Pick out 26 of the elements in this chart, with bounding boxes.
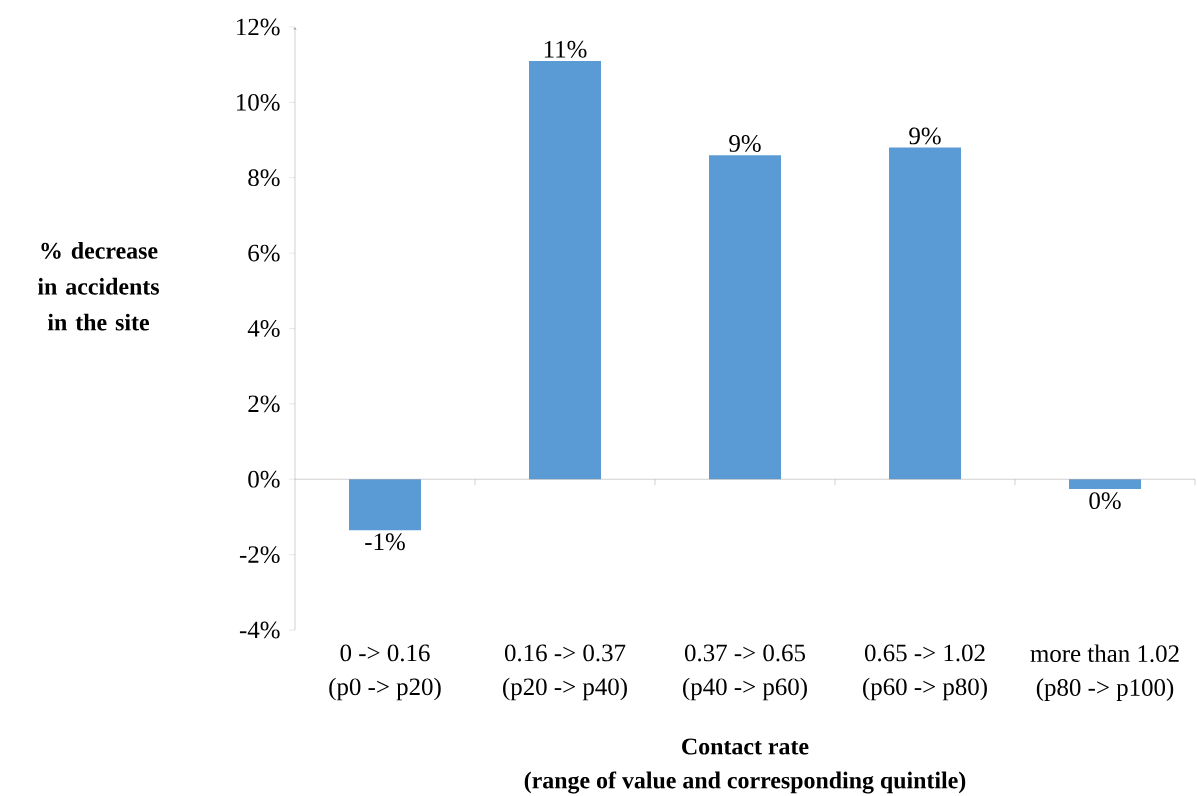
x-tick-label: 0.65 -> 1.02 (p60 -> p80) [863,644,987,701]
y-tick-label: -4% [239,621,280,639]
bar [709,155,781,480]
y-tick-label: 6% [248,244,280,262]
y-tick-label: -2% [239,546,280,564]
data-label: 9% [729,135,761,152]
y-axis-title: % decrease in accidents in the site [37,242,160,331]
data-label: 0% [1089,492,1121,510]
x-tick-label: 0.37 -> 0.65 (p40 -> p60) [683,644,807,701]
y-tick-label: 4% [247,320,280,337]
y-tick-label: 10% [237,93,280,111]
bar [349,479,421,531]
y-tick-label: 12% [237,18,280,36]
x-axis-title: Contact rate (range of value and corresponding quintile) [524,738,966,794]
bar [889,147,962,480]
x-tick-label: more than 1.02 (p80 -> p100) [1030,644,1179,701]
data-label: 11% [544,40,587,58]
bar [1069,479,1142,490]
x-tick-label: 0.16 -> 0.37 (p20 -> p40) [503,644,627,701]
data-label: 9% [909,127,941,145]
data-label: -1% [365,533,405,551]
y-tick-label: 2% [248,395,280,413]
y-tick-label: 8% [248,169,280,187]
x-tick-label: 0 -> 0.16 (p0 -> p20) [329,644,441,701]
y-tick-label: 0% [248,470,280,488]
bar [529,60,601,480]
